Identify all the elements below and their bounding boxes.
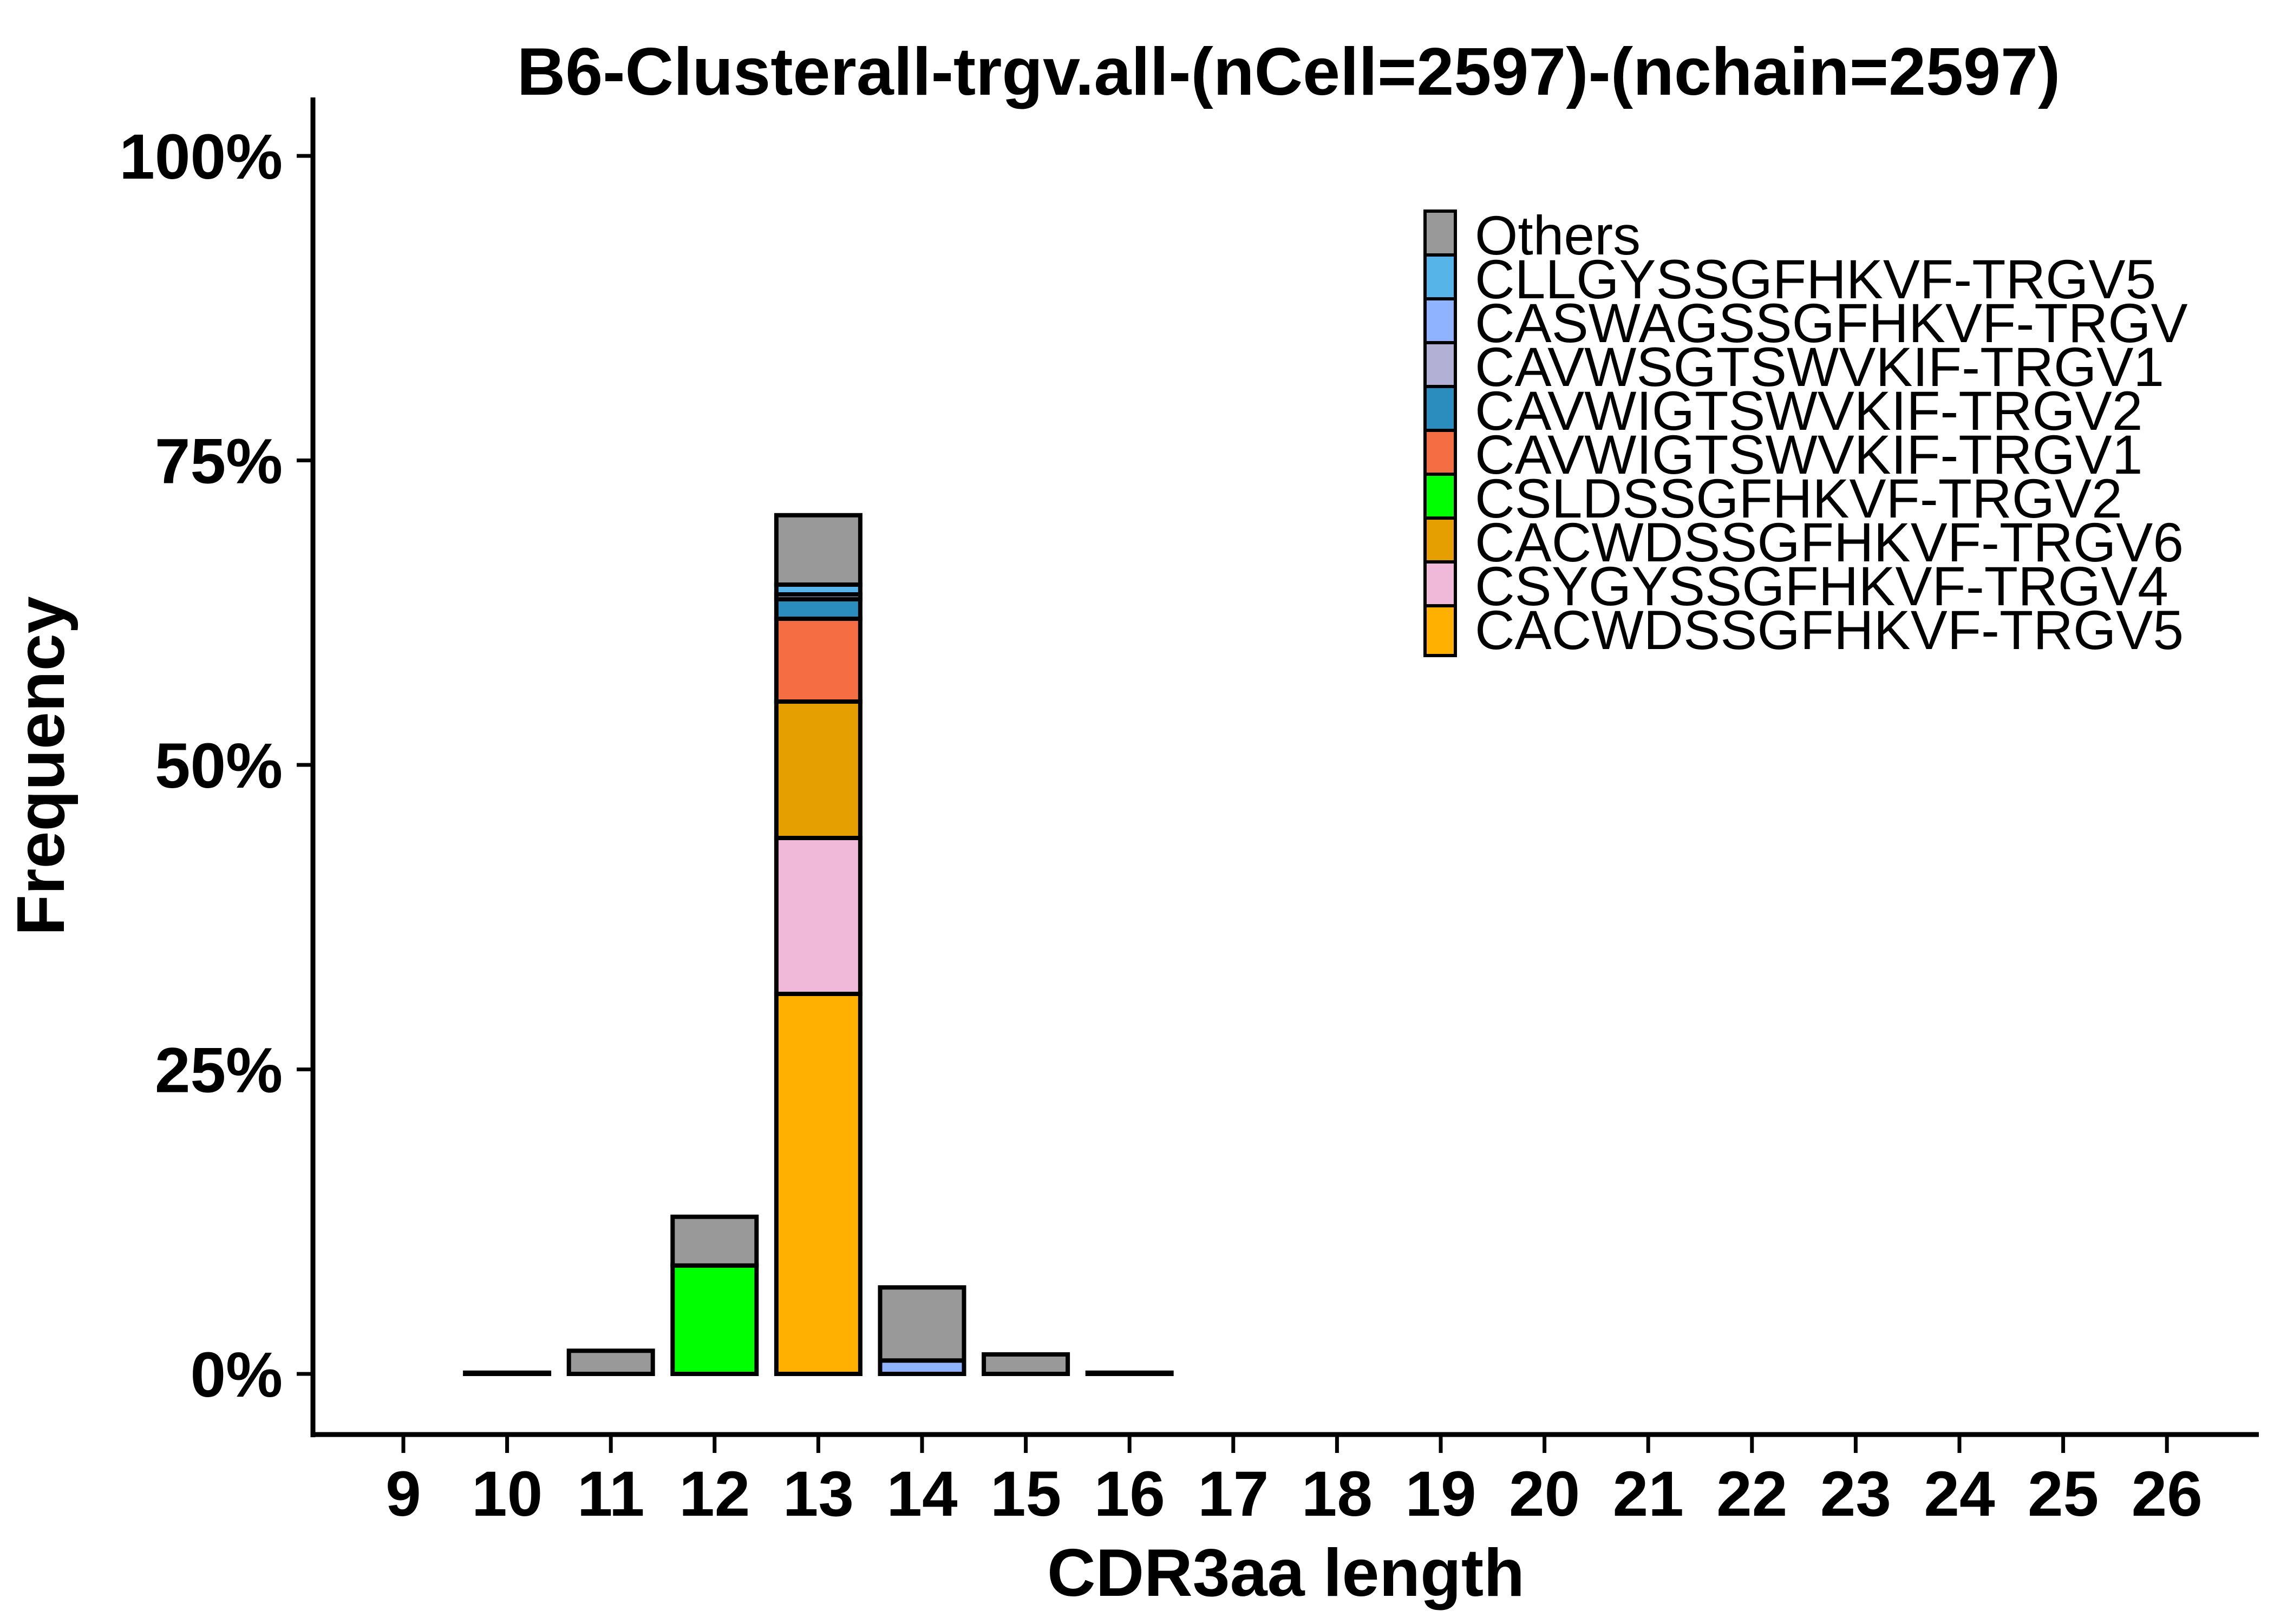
x-tick-label: 26 [2132,1458,2203,1530]
x-tick-label: 9 [385,1458,421,1530]
x-tick-label: 19 [1405,1458,1476,1530]
legend-item: CLLGYSSGFHKVF-TRGV5 [1423,248,2156,310]
legend-item: CASWAGSSGFHKVF-TRGV [1423,292,2188,354]
chart-title: B6-Clusterall-trgv.all-(nCell=2597)-(nch… [517,35,2061,109]
x-tick-label: 15 [990,1458,1061,1530]
x-tick-label: 16 [1094,1458,1165,1530]
legend-label: CAVWIGTSWVKIF-TRGV1 [1475,424,2142,486]
legend-item: CACWDSSGFHKVF-TRGV5 [1423,599,2184,661]
legend-label: CACWDSSGFHKVF-TRGV6 [1475,512,2184,573]
legend-item: Others [1423,205,1641,266]
x-tick-label: 13 [783,1458,854,1530]
bar-segment [774,836,862,996]
legend-label: CSLDSSGFHKVF-TRGV2 [1475,468,2122,529]
x-tick-label: 24 [1924,1458,1995,1530]
x-tick-label: 25 [2028,1458,2099,1530]
legend: OthersCLLGYSSGFHKVF-TRGV5CASWAGSSGFHKVF-… [1423,205,2188,661]
x-tick-label: 21 [1613,1458,1684,1530]
bar-segment [1085,1370,1174,1376]
x-tick-label: 11 [577,1458,645,1530]
y-ticks: 0% 25% 50% 75% 100% [119,121,313,1411]
y-tick-label: 50% [155,730,283,802]
legend-label: CSYGYSSGFHKVF-TRGV4 [1475,555,2168,617]
bar-segment [774,992,862,1376]
legend-item: CSLDSSGFHKVF-TRGV2 [1423,468,2122,529]
bar-segment [670,1214,759,1268]
x-tick-label: 10 [472,1458,543,1530]
legend-item: CAVWSGTSWVKIF-TRGV1 [1423,336,2164,398]
legend-item: CACWDSSGFHKVF-TRGV6 [1423,512,2184,573]
y-tick-label: 25% [155,1035,283,1106]
legend-item: CSYGYSSGFHKVF-TRGV4 [1423,555,2168,617]
y-tick-label: 75% [155,426,283,497]
bar-segment [774,699,862,840]
bars [463,513,1174,1376]
bar-segment [878,1285,966,1363]
legend-label: CAVWSGTSWVKIF-TRGV1 [1475,336,2164,398]
legend-label: CAVWIGTSWVKIF-TRGV2 [1475,380,2142,442]
x-tick-label: 17 [1198,1458,1269,1530]
legend-swatch [1423,604,1457,657]
legend-label: Others [1475,205,1641,266]
legend-label: CLLGYSSGFHKVF-TRGV5 [1475,248,2156,310]
y-tick-label: 100% [119,121,283,193]
plot-area: 0% 25% 50% 75% 100% 9 10 11 12 13 14 15 16 17 18 19 20 2… [119,97,2259,1530]
bar-segment [670,1263,759,1376]
x-tick-label: 12 [679,1458,750,1530]
x-tick-label: 20 [1509,1458,1580,1530]
y-axis-title: Frequency [4,596,79,935]
bar-segment [463,1370,552,1376]
x-axis-title: CDR3aa length [1047,1536,1525,1610]
bar-segment [774,513,862,587]
bar-segment [774,597,862,621]
x-tick-label: 14 [886,1458,957,1530]
bar-segment [566,1348,655,1376]
bar-segment [982,1352,1070,1376]
legend-item: CAVWIGTSWVKIF-TRGV1 [1423,424,2142,486]
x-tick-label: 23 [1820,1458,1891,1530]
x-tick-label: 18 [1302,1458,1373,1530]
y-tick-label: 0% [190,1339,283,1411]
x-ticks: 9 10 11 12 13 14 15 16 17 18 19 20 21 22 23 24 25 26 [385,1437,2203,1530]
legend-label: CACWDSSGFHKVF-TRGV5 [1475,599,2184,661]
legend-label: CASWAGSSGFHKVF-TRGV [1475,292,2188,354]
x-tick-label: 22 [1716,1458,1787,1530]
bar-segment [774,617,862,704]
